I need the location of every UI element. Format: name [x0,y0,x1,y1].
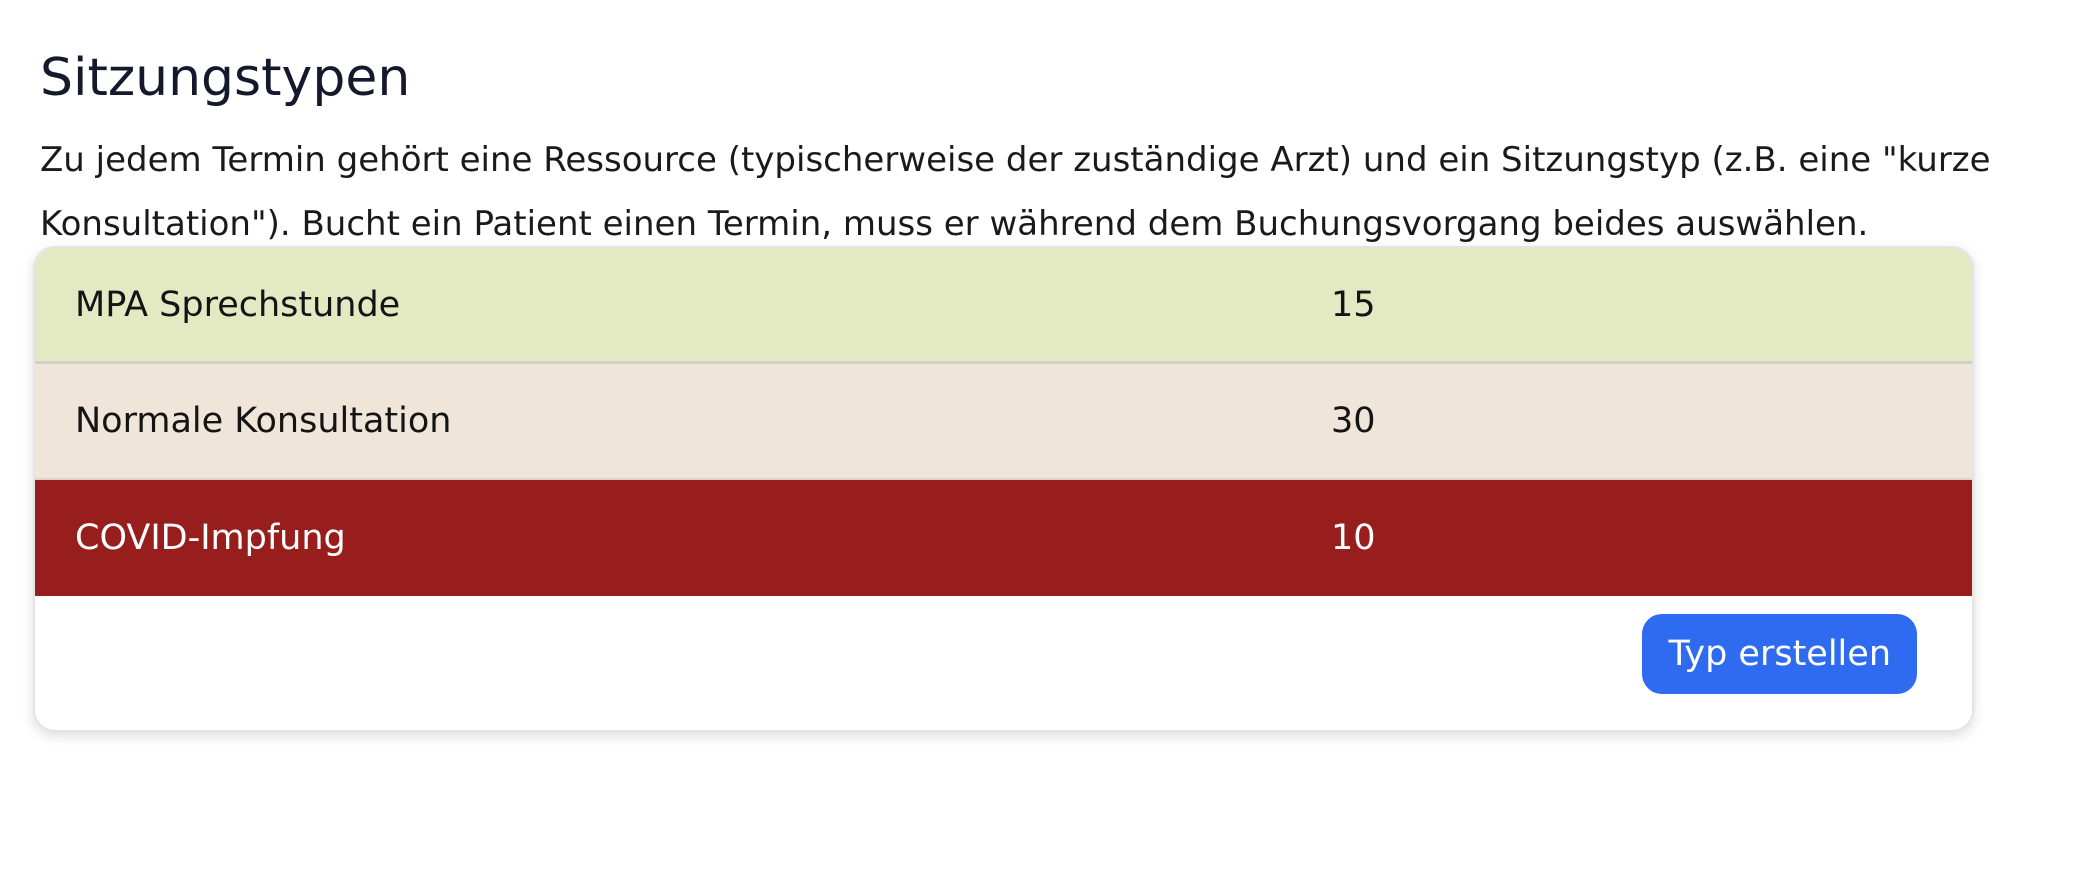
session-type-duration: 10 [1331,518,1376,558]
session-type-name: MPA Sprechstunde [75,284,401,325]
session-types-card: MPA Sprechstunde 15 Normale Konsultation… [33,246,1974,732]
page-description: Zu jedem Termin gehört eine Ressource (t… [40,140,1991,244]
session-type-name: Normale Konsultation [75,401,452,441]
page: Sitzungstypen Zu jedem Termin gehört ein… [40,40,2046,256]
session-type-row[interactable]: COVID-Impfung 10 [35,480,1972,596]
session-type-duration: 30 [1331,401,1376,441]
create-type-button[interactable]: Typ erstellen [1642,614,1917,694]
session-type-name: COVID-Impfung [75,518,346,558]
page-title: Sitzungstypen [40,48,411,108]
session-type-row[interactable]: Normale Konsultation 30 [35,364,1972,480]
session-type-duration: 15 [1331,284,1376,325]
session-type-row[interactable]: MPA Sprechstunde 15 [35,248,1972,364]
card-footer: Typ erstellen [35,596,1972,730]
